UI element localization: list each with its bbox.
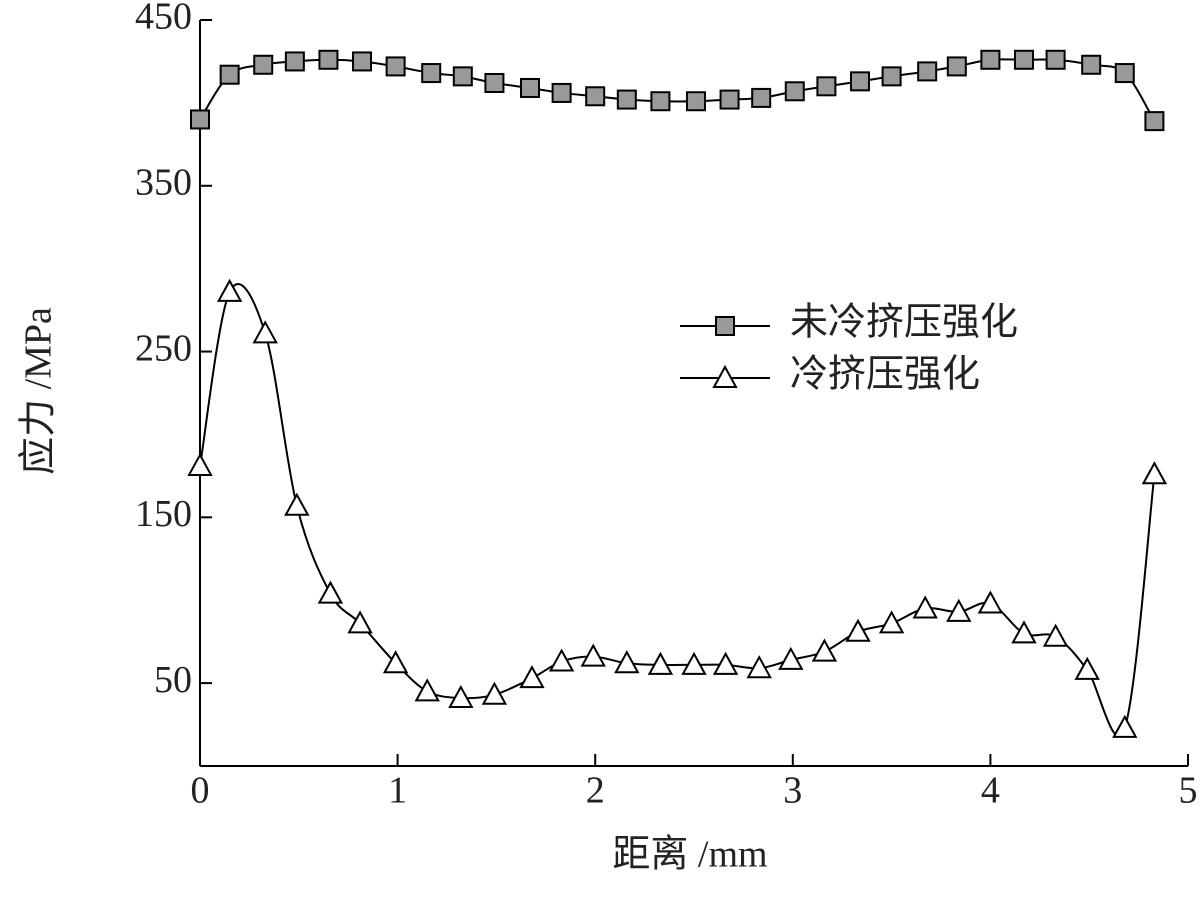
point — [551, 82, 572, 103]
point — [849, 71, 870, 92]
point — [519, 665, 545, 689]
point — [751, 87, 772, 108]
legend-marker — [715, 316, 735, 336]
y-tick-label: 250 — [135, 327, 192, 369]
point — [585, 86, 606, 107]
point — [216, 278, 243, 302]
y-tick-label: 350 — [135, 161, 192, 203]
point — [1112, 714, 1138, 738]
point — [946, 56, 967, 77]
point — [382, 650, 409, 674]
y-tick-label: 50 — [154, 659, 192, 701]
point — [977, 590, 1004, 614]
point — [878, 610, 905, 634]
point — [481, 681, 508, 705]
x-tick-label: 2 — [586, 770, 605, 812]
point — [452, 66, 473, 87]
point — [190, 109, 210, 130]
point — [1042, 623, 1069, 647]
point — [1045, 49, 1066, 70]
point — [385, 56, 406, 77]
point — [1074, 656, 1100, 680]
x-tick-label: 3 — [783, 770, 802, 812]
point — [284, 492, 310, 516]
legend-marker — [712, 364, 738, 388]
legend-label: 未冷挤压强化 — [790, 302, 1018, 344]
x-tick-label: 4 — [981, 770, 1000, 812]
x-tick-label: 5 — [1179, 770, 1198, 812]
point — [484, 72, 505, 93]
legend-label: 冷挤压强化 — [790, 354, 980, 396]
point — [347, 610, 373, 634]
point — [712, 651, 739, 675]
point — [1013, 49, 1034, 70]
point — [352, 51, 373, 72]
point — [719, 89, 740, 110]
point — [917, 61, 938, 82]
series-line — [199, 58, 1156, 122]
point — [685, 91, 706, 112]
point — [252, 320, 278, 344]
point — [1114, 63, 1135, 84]
point — [881, 66, 902, 87]
point — [1081, 54, 1102, 75]
y-tick-label: 450 — [135, 0, 192, 38]
y-axis-label: 应力 /MPa — [18, 307, 60, 475]
point — [317, 580, 344, 604]
point — [284, 51, 305, 72]
point — [946, 598, 972, 622]
point — [681, 651, 707, 675]
point — [1011, 620, 1037, 644]
point — [647, 651, 674, 675]
point — [811, 638, 838, 662]
point — [421, 63, 442, 84]
point — [845, 618, 871, 642]
point — [1141, 461, 1168, 485]
point — [816, 76, 837, 97]
point — [650, 91, 671, 112]
point — [784, 81, 805, 102]
point — [980, 49, 1001, 70]
x-tick-label: 1 — [388, 770, 407, 812]
point — [912, 595, 938, 619]
y-tick-label: 150 — [135, 493, 192, 535]
x-axis-label: 距离 /mm — [612, 834, 767, 876]
x-tick-label: 0 — [191, 770, 210, 812]
point — [414, 678, 440, 702]
point — [614, 650, 640, 674]
point — [519, 77, 540, 98]
point — [187, 452, 213, 476]
point — [616, 89, 637, 110]
point — [1144, 111, 1165, 132]
point — [778, 646, 804, 670]
point — [448, 684, 474, 709]
point — [253, 54, 274, 75]
series-line — [199, 283, 1156, 737]
point — [580, 643, 606, 667]
point — [219, 64, 240, 85]
point — [548, 648, 575, 672]
point — [746, 655, 772, 679]
point — [318, 49, 339, 70]
